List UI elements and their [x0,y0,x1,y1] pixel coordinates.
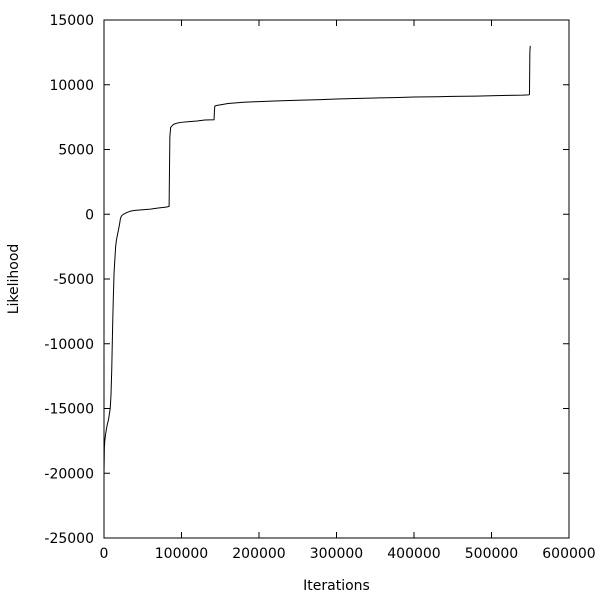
x-tick-label: 200000 [232,546,285,562]
x-tick-label: 100000 [155,546,208,562]
y-tick-label: -10000 [44,337,94,353]
series-line-0 [103,45,531,474]
x-tick-label: 600000 [542,546,595,562]
series-layer [103,45,531,474]
y-tick-label: -25000 [44,531,94,547]
x-tick-label: 300000 [310,546,363,562]
y-tick-label: 0 [85,207,94,223]
axis-ticks [103,19,570,539]
y-tick-label: 5000 [58,143,94,159]
y-tick-label: -15000 [44,402,94,418]
y-tick-label: -5000 [53,272,94,288]
y-tick-label: 15000 [49,13,94,29]
x-tick-label: 400000 [387,546,440,562]
x-tick-label: 500000 [465,546,518,562]
plot-frame [103,19,570,539]
x-axis-label: Iterations [303,578,370,594]
y-axis-label: Likelihood [6,244,22,315]
x-tick-label: 0 [100,546,109,562]
axis-tick-labels: 0 100000 200000 300000 400000 500000 600000-25… [44,13,595,562]
y-tick-label: -20000 [44,466,94,482]
y-tick-label: 10000 [49,78,94,94]
